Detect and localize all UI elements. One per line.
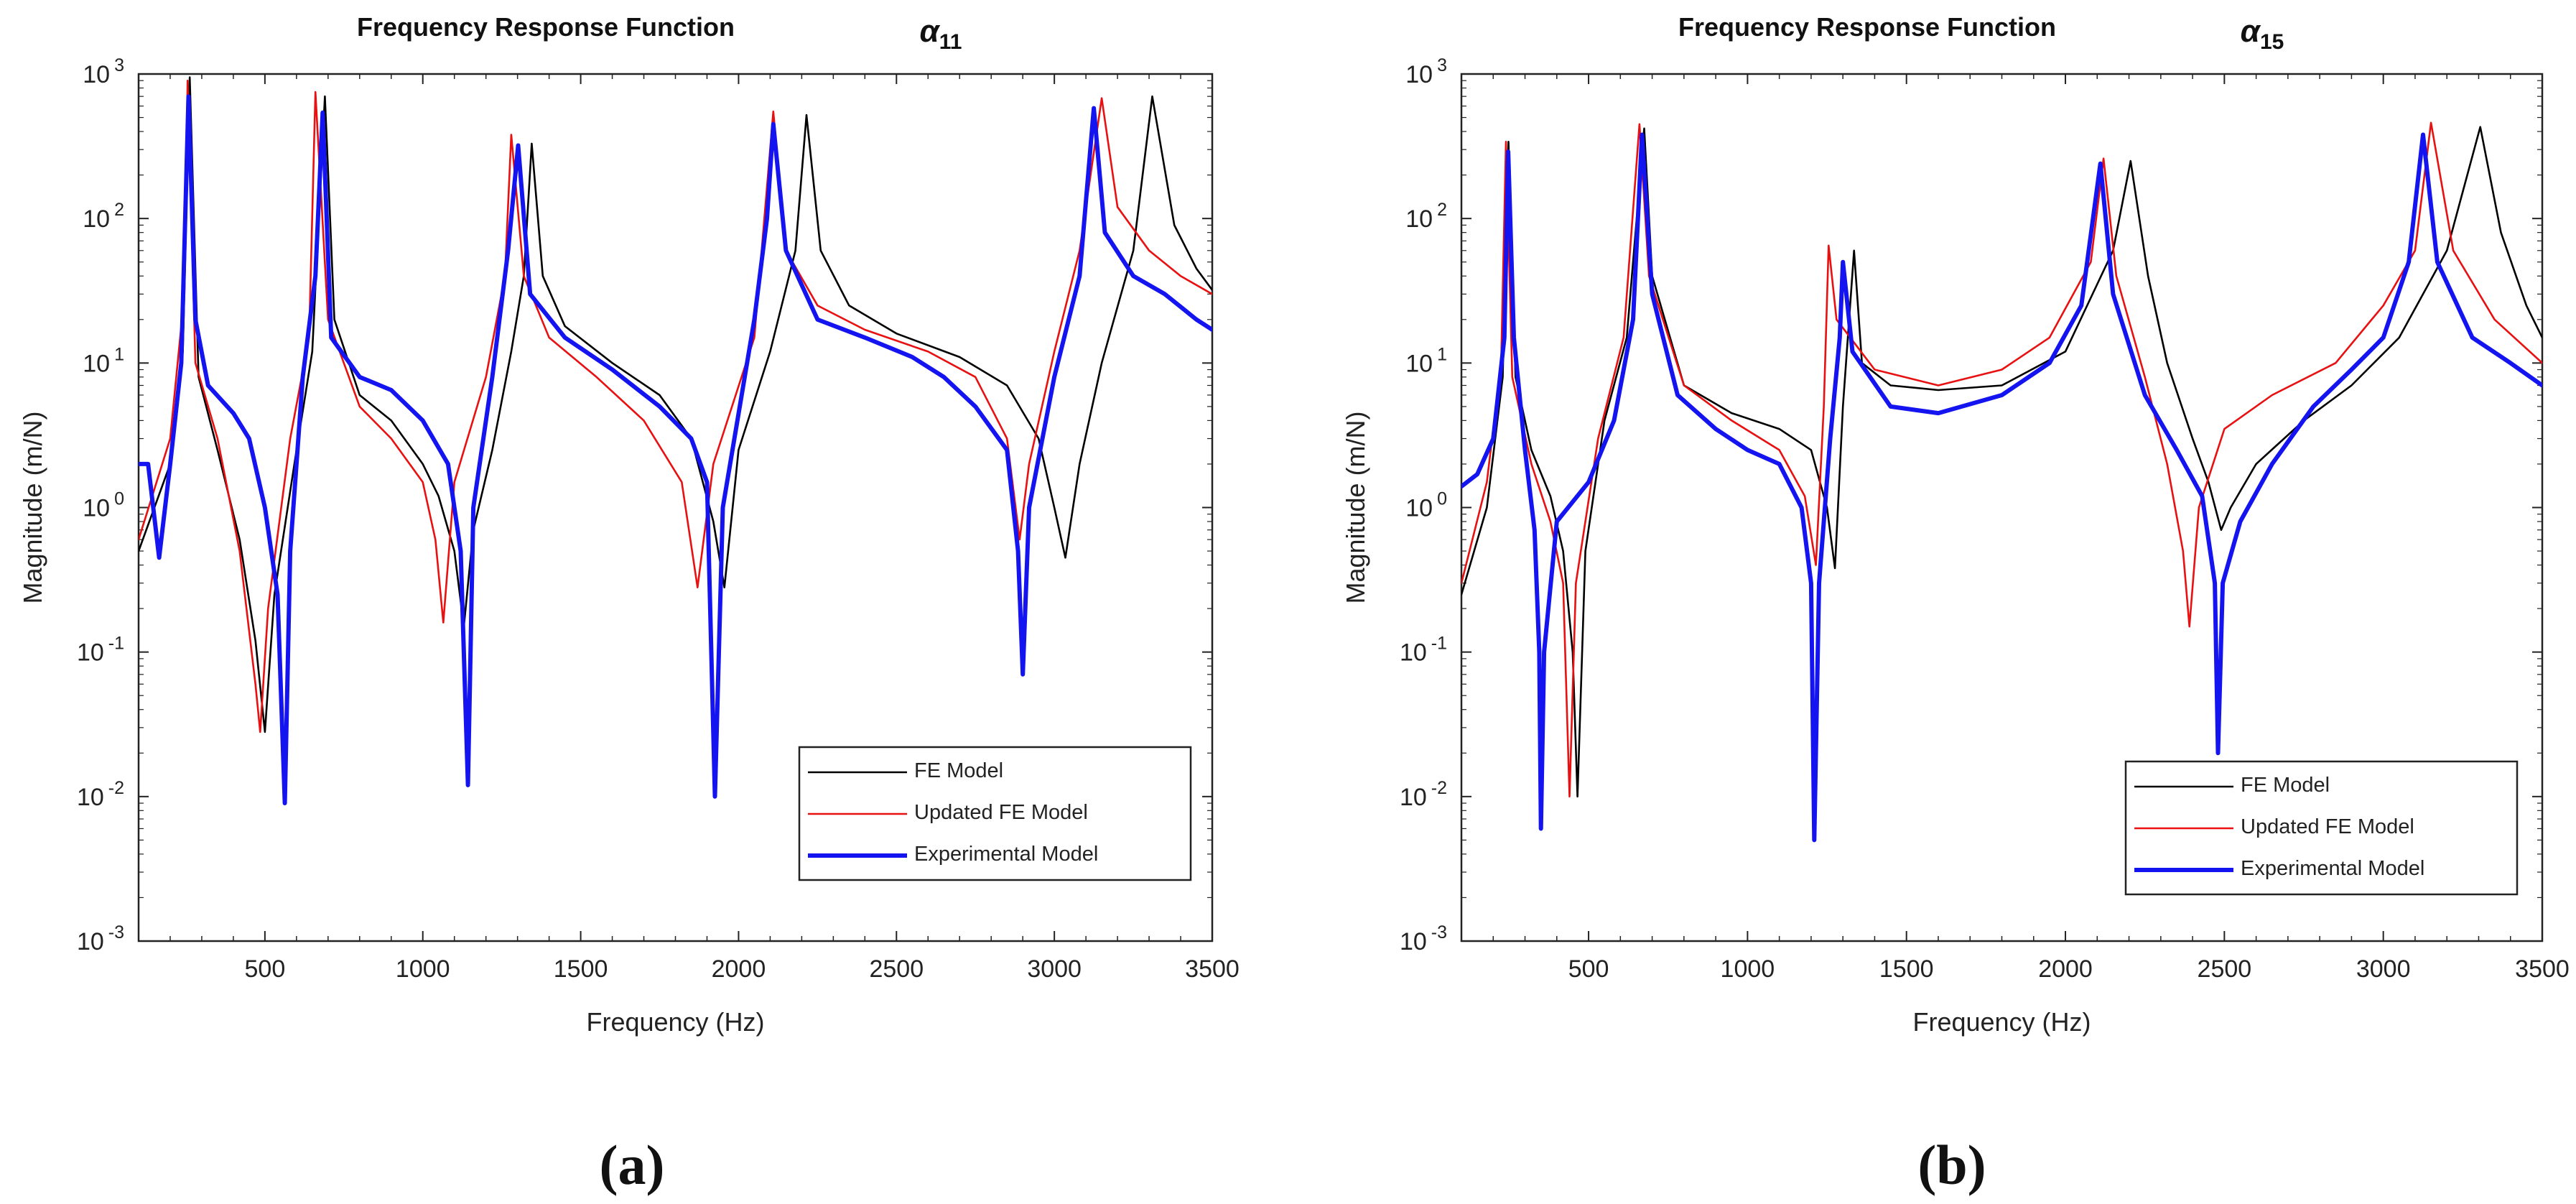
- y-tick-label: 10 -1: [1400, 634, 1447, 667]
- x-axis-label: Frequency (Hz): [1912, 1007, 2091, 1037]
- y-tick-label: 10 -2: [1400, 778, 1447, 811]
- y-tick-label: 10 -2: [77, 778, 124, 811]
- x-tick-label: 3500: [1185, 955, 1240, 983]
- series-line-experimental-model: [1461, 132, 2542, 843]
- legend: FE Model Updated FE Model Experimental Mod…: [798, 746, 1192, 881]
- chart-subtitle: α15: [2241, 14, 2284, 54]
- panel-label: (a): [600, 1134, 665, 1196]
- chart-title: Frequency Response Function: [1678, 12, 2056, 42]
- y-axis-label: Magnitude (m/N): [1341, 411, 1370, 603]
- y-tick-label: 10 2: [83, 200, 124, 233]
- y-tick-label: 10 3: [1405, 55, 1447, 88]
- y-tick-label: 10 1: [1405, 344, 1447, 377]
- x-tick-label: 3500: [2515, 955, 2570, 983]
- chart-title: Frequency Response Function: [357, 12, 735, 42]
- x-axis-label: Frequency (Hz): [586, 1007, 764, 1037]
- x-tick-label: 1500: [1879, 955, 1934, 983]
- series-line-fe-model: [139, 76, 1212, 733]
- legend-entry-label: FE Model: [914, 759, 1003, 782]
- x-tick-label: 3000: [2356, 955, 2411, 983]
- x-tick-label: 1000: [396, 955, 450, 983]
- series-group: [1461, 121, 2542, 843]
- series-line-fe-model: [1461, 126, 2542, 798]
- y-axis-label: Magnitude (m/N): [18, 411, 47, 603]
- x-tick-label: 2000: [712, 955, 766, 983]
- x-tick-label: 500: [1568, 955, 1609, 983]
- x-tick-label: 500: [245, 955, 286, 983]
- legend: FE Model Updated FE Model Experimental Mod…: [2124, 760, 2519, 896]
- legend-entry-label: Updated FE Model: [914, 801, 1088, 824]
- chart-panel-b: 500 1000 1500 2000 2500 3000 3500 10 -3 10 -2 10 -1 1…: [1341, 12, 2570, 1196]
- chart-subtitle: α11: [919, 14, 962, 54]
- series-line-updated-fe-model: [1461, 121, 2542, 798]
- legend-entry-label: Experimental Model: [2241, 857, 2424, 880]
- x-tick-label: 2500: [2198, 955, 2252, 983]
- chart-panel-a: 500 1000 1500 2000 2500 3000 3500 10 -3 10 -2 10 -1 1…: [18, 12, 1240, 1196]
- series-line-experimental-model: [139, 94, 1212, 805]
- legend-entry-label: Updated FE Model: [2241, 815, 2414, 838]
- legend-entry-label: FE Model: [2241, 774, 2330, 797]
- x-tick-label: 2500: [869, 955, 924, 983]
- y-tick-label: 10 0: [83, 489, 124, 522]
- y-tick-label: 10 2: [1405, 200, 1447, 233]
- series-group: [139, 76, 1212, 805]
- y-tick-label: 10 3: [83, 55, 124, 88]
- x-tick-label: 2000: [2038, 955, 2093, 983]
- series-line-updated-fe-model: [139, 79, 1212, 733]
- x-tick-label: 3000: [1027, 955, 1082, 983]
- x-tick-label: 1000: [1721, 955, 1775, 983]
- y-tick-label: 10 0: [1405, 489, 1447, 522]
- x-tick-label: 1500: [554, 955, 608, 983]
- legend-entry-label: Experimental Model: [914, 843, 1098, 866]
- panel-label: (b): [1917, 1134, 1986, 1196]
- y-tick-label: 10 1: [83, 344, 124, 377]
- y-tick-label: 10 -3: [77, 922, 124, 955]
- y-tick-label: 10 -1: [77, 634, 124, 667]
- y-tick-label: 10 -3: [1400, 922, 1447, 955]
